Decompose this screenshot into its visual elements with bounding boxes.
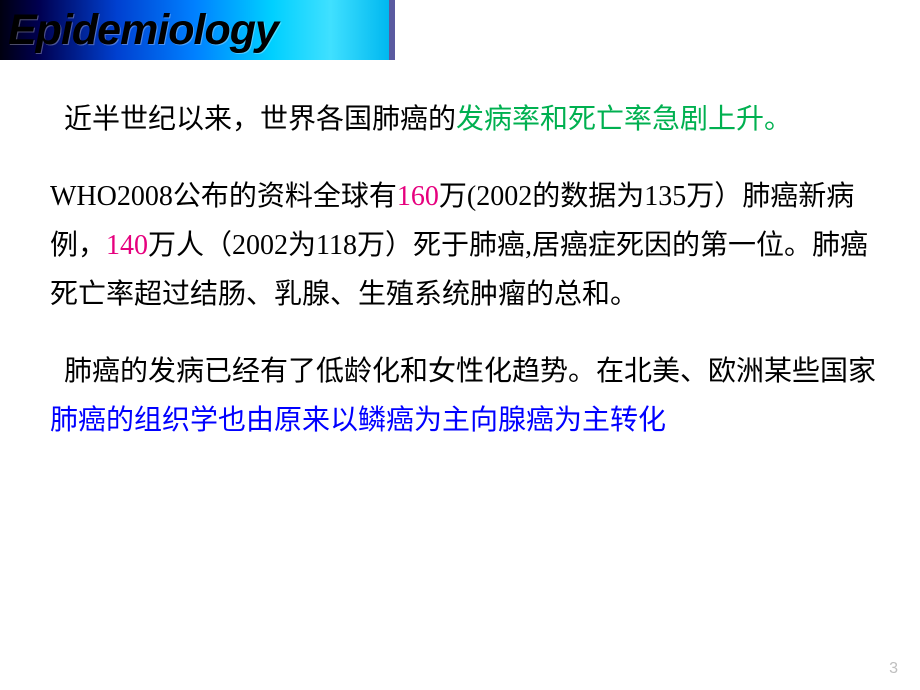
- p1-highlight-green: 发病率和死亡率急剧上升。: [456, 104, 792, 135]
- p2-number-140: 140: [106, 230, 148, 261]
- p1-text-1: 近半世纪以来，世界各国肺癌的: [64, 104, 456, 135]
- paragraph-3: 肺癌的发病已经有了低龄化和女性化趋势。在北美、欧洲某些国家肺癌的组织学也由原来以…: [50, 347, 882, 445]
- p2-text-1: WHO2008公布的资料全球有: [50, 181, 397, 212]
- paragraph-1: 近半世纪以来，世界各国肺癌的发病率和死亡率急剧上升。: [50, 95, 882, 144]
- p2-number-160: 160: [397, 181, 439, 212]
- slide-content: 近半世纪以来，世界各国肺癌的发病率和死亡率急剧上升。 WHO2008公布的资料全…: [0, 60, 920, 445]
- slide-title: Epidemiology: [0, 6, 278, 55]
- p2-text-3: 万人（2002为118万）死于肺癌,居癌症死因的第一位。肺癌死亡率超过结肠、乳腺…: [50, 230, 868, 310]
- paragraph-2: WHO2008公布的资料全球有160万(2002的数据为135万）肺癌新病例，1…: [50, 172, 882, 319]
- page-number: 3: [889, 660, 898, 678]
- p3-highlight-blue: 肺癌的组织学也由原来以鳞癌为主向腺癌为主转化: [50, 405, 666, 436]
- p3-text-1: 肺癌的发病已经有了低龄化和女性化趋势。在北美、欧洲某些国家: [64, 356, 876, 387]
- title-bar: Epidemiology: [0, 0, 395, 60]
